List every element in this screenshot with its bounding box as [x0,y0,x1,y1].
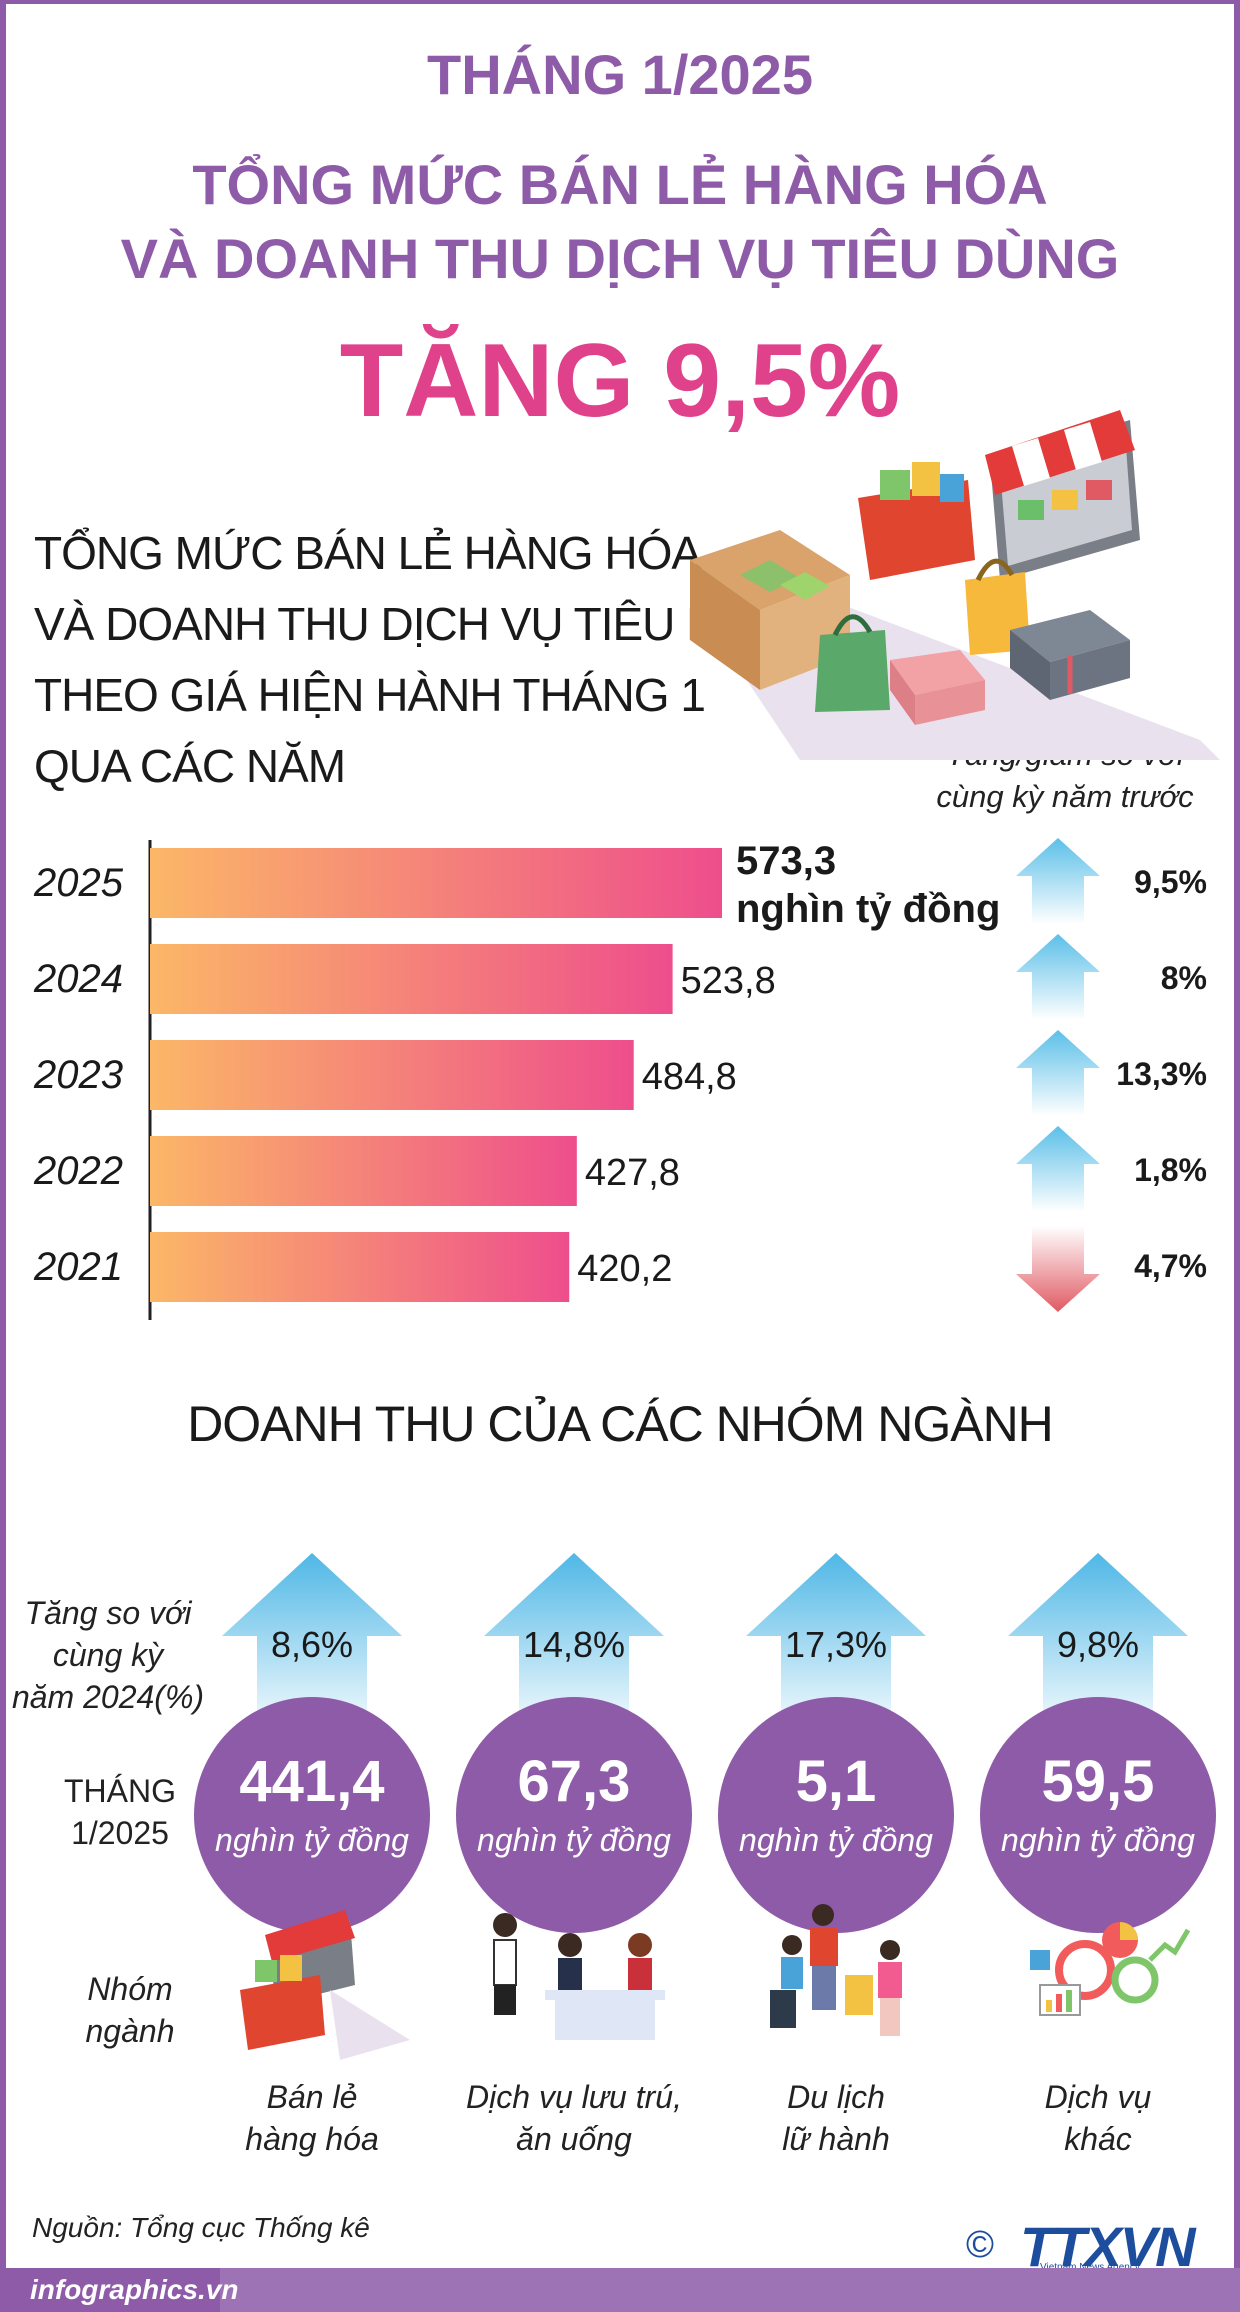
month-row-label-line2: 1/2025 [71,1815,169,1851]
ttxvn-logo: TTXVN [1020,2215,1196,2278]
group-value-label: 441,4 [239,1749,385,1814]
group-name-label: Du lịch lữ hành [706,2076,966,2160]
bar-year-label: 2024 [33,957,123,1001]
group-row-label: Nhóm ngành [60,1968,200,2052]
footer-band-accent [220,2268,1240,2312]
group-name-line2: hàng hóa [245,2121,379,2157]
bar-2025 [150,848,722,918]
bar-value-label: 573,3 [736,839,836,883]
group-unit-label: nghìn tỷ đồng [1001,1822,1195,1858]
source-note: Nguồn: Tổng cục Thống kê [32,2212,370,2243]
growth-row-label: Tăng so với cùng kỳ năm 2024(%) [8,1592,208,1718]
growth-row-label-line1: Tăng so với [24,1595,192,1631]
group-name-line1: Dịch vụ lưu trú, [466,2079,682,2115]
group-value-circle [980,1697,1216,1933]
change-arrow-up [1016,838,1100,924]
group-value-circle [194,1697,430,1933]
header-title-line2: VÀ DOANH THU DỊCH VỤ TIÊU DÙNG [120,227,1120,290]
bar-value-label: 484,8 [642,1056,737,1098]
group-name-line1: Dịch vụ [1044,2079,1152,2115]
chart-subtitle-line3: THEO GIÁ HIỆN HÀNH THÁNG 1 [34,669,706,721]
bar-unit-label: nghìn tỷ đồng [736,887,1000,931]
change-arrow-up [1016,934,1100,1020]
group-name-line1: Bán lẻ [266,2079,358,2115]
header-headline: TĂNG 9,5% [339,323,901,439]
change-percent-label: 9,5% [1134,864,1207,900]
change-arrow-up [1016,1030,1100,1116]
change-arrow-down [1016,1226,1100,1312]
group-unit-label: nghìn tỷ đồng [739,1822,933,1858]
growth-row-label-line2: cùng kỳ [52,1637,164,1673]
header-title-line1: TỔNG MỨC BÁN LẺ HÀNG HÓA [192,153,1048,216]
group-growth-label: 8,6% [270,1624,354,1665]
group-name-label: Dịch vụ lưu trú, ăn uống [444,2076,704,2160]
group-name-line2: khác [1064,2121,1132,2157]
group-name-label: Bán lẻ hàng hóa [182,2076,442,2160]
bar-value-label: 523,8 [681,960,776,1002]
chart-subtitle-line1: TỔNG MỨC BÁN LẺ HÀNG HÓA [34,527,702,579]
group-growth-arrow [484,1553,664,1740]
change-note-line2: cùng kỳ năm trước [936,779,1194,814]
dining-icon [493,1913,665,2040]
bar-year-label: 2025 [33,861,124,905]
group-value-circle [718,1697,954,1933]
change-arrow-up [1016,1126,1100,1212]
group-growth-arrow [222,1553,402,1740]
bar-value-label: 420,2 [577,1248,672,1290]
chart-subtitle-line2: VÀ DOANH THU DỊCH VỤ TIÊU DÙNG [34,598,819,650]
bar-value-label: 427,8 [585,1152,680,1194]
groups-title: DOANH THU CỦA CÁC NHÓM NGÀNH [187,1396,1054,1452]
bar-year-label: 2021 [33,1245,123,1289]
shopping-illustration [690,410,1220,760]
group-name-line1: Du lịch [787,2079,885,2115]
growth-row-label-line3: năm 2024(%) [11,1679,205,1715]
change-percent-label: 8% [1161,960,1207,996]
group-value-label: 5,1 [795,1749,877,1814]
group-name-line2: lữ hành [782,2121,890,2157]
group-value-label: 67,3 [517,1749,631,1814]
travel-icon [770,1904,902,2036]
month-row-label: THÁNG 1/2025 [40,1770,200,1854]
group-value-label: 59,5 [1041,1749,1155,1814]
bar-2021 [150,1232,570,1302]
bar-year-label: 2022 [33,1149,123,1193]
group-growth-arrow [1008,1553,1188,1740]
group-unit-label: nghìn tỷ đồng [477,1822,671,1858]
retail-icon [240,1910,410,2060]
copyright-symbol: © [966,2224,994,2266]
other-services-icon [1030,1922,1191,2016]
header-month: THÁNG 1/2025 [427,43,813,106]
bar-2022 [150,1136,577,1206]
bar-2024 [150,944,673,1014]
group-row-label-line1: Nhóm [87,1971,173,2007]
group-growth-label: 14,8% [522,1624,626,1665]
ttxvn-logo-subtitle: Vietnam News Agency [1040,2262,1140,2273]
change-percent-label: 1,8% [1134,1152,1207,1188]
group-name-line2: ăn uống [516,2121,632,2157]
bar-2023 [150,1040,634,1110]
group-illustrations [240,1904,1191,2060]
group-growth-label: 17,3% [784,1624,888,1665]
group-value-circle [456,1697,692,1933]
group-unit-label: nghìn tỷ đồng [215,1822,409,1858]
group-growth-label: 9,8% [1056,1624,1140,1665]
change-percent-label: 13,3% [1116,1056,1207,1092]
month-row-label-line1: THÁNG [64,1773,176,1809]
group-name-label: Dịch vụ khác [968,2076,1228,2160]
site-brand: infographics.vn [30,2274,239,2305]
chart-subtitle-line4: QUA CÁC NĂM [34,740,346,792]
change-arrows-group: 9,5% 8% 13,3% 1,8% 4,7% [1016,838,1207,1312]
change-percent-label: 4,7% [1134,1248,1207,1284]
group-row-label-line2: ngành [85,2013,175,2049]
group-growth-arrow [746,1553,926,1740]
group-arrows [194,1553,1216,1933]
bar-year-label: 2023 [33,1053,123,1097]
